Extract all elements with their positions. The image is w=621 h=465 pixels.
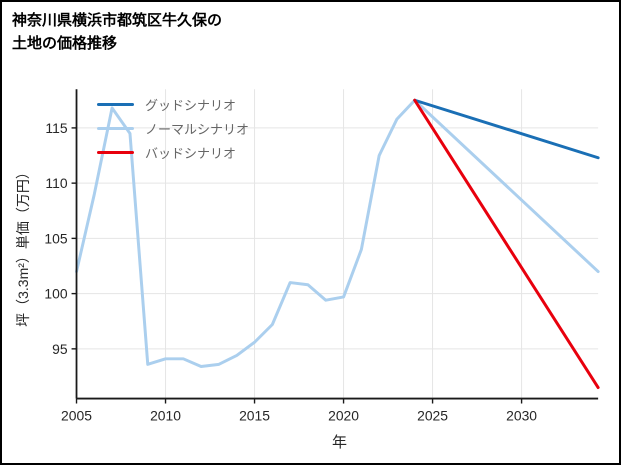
x-tick-label: 2015 [239, 407, 270, 423]
y-tick-label: 115 [45, 120, 67, 136]
legend-label-normal: ノーマルシナリオ [145, 121, 250, 137]
x-tick-label: 2010 [150, 407, 181, 423]
legend-item-normal: ノーマルシナリオ [97, 120, 250, 137]
chart-legend: グッドシナリオ ノーマルシナリオ バッドシナリオ [97, 96, 250, 161]
legend-swatch-bad [97, 150, 134, 154]
x-tick-label: 2020 [328, 407, 359, 423]
x-axis-label: 年 [331, 434, 347, 451]
y-tick-label: 95 [52, 341, 68, 357]
y-tick-label: 105 [44, 230, 67, 246]
series-line-good [413, 98, 600, 160]
legend-label-bad: バッドシナリオ [145, 145, 237, 161]
x-tick-label: 2005 [61, 407, 92, 423]
legend-item-bad: バッドシナリオ [97, 144, 249, 161]
legend-label-good: グッドシナリオ [145, 97, 237, 113]
chart-title-line-1: 神奈川県横浜市都筑区牛久保の [12, 12, 223, 29]
x-tick-label: 2030 [506, 407, 537, 423]
legend-swatch-good [97, 102, 134, 106]
chart-title-line-2: 土地の価格推移 [12, 35, 118, 53]
y-tick-label: 100 [44, 286, 67, 302]
series-line-bad [413, 98, 600, 390]
y-tick-label: 110 [45, 175, 67, 191]
x-tick-label: 2025 [417, 407, 448, 423]
legend-swatch-normal [97, 126, 134, 130]
legend-item-good: グッドシナリオ [97, 96, 249, 113]
chart-title: 神奈川県横浜市都筑区牛久保の 土地の価格推移 [12, 9, 222, 56]
series-line-normal [75, 98, 600, 369]
y-axis-label: 坪（3.3m²）単価（万円） [15, 165, 31, 327]
